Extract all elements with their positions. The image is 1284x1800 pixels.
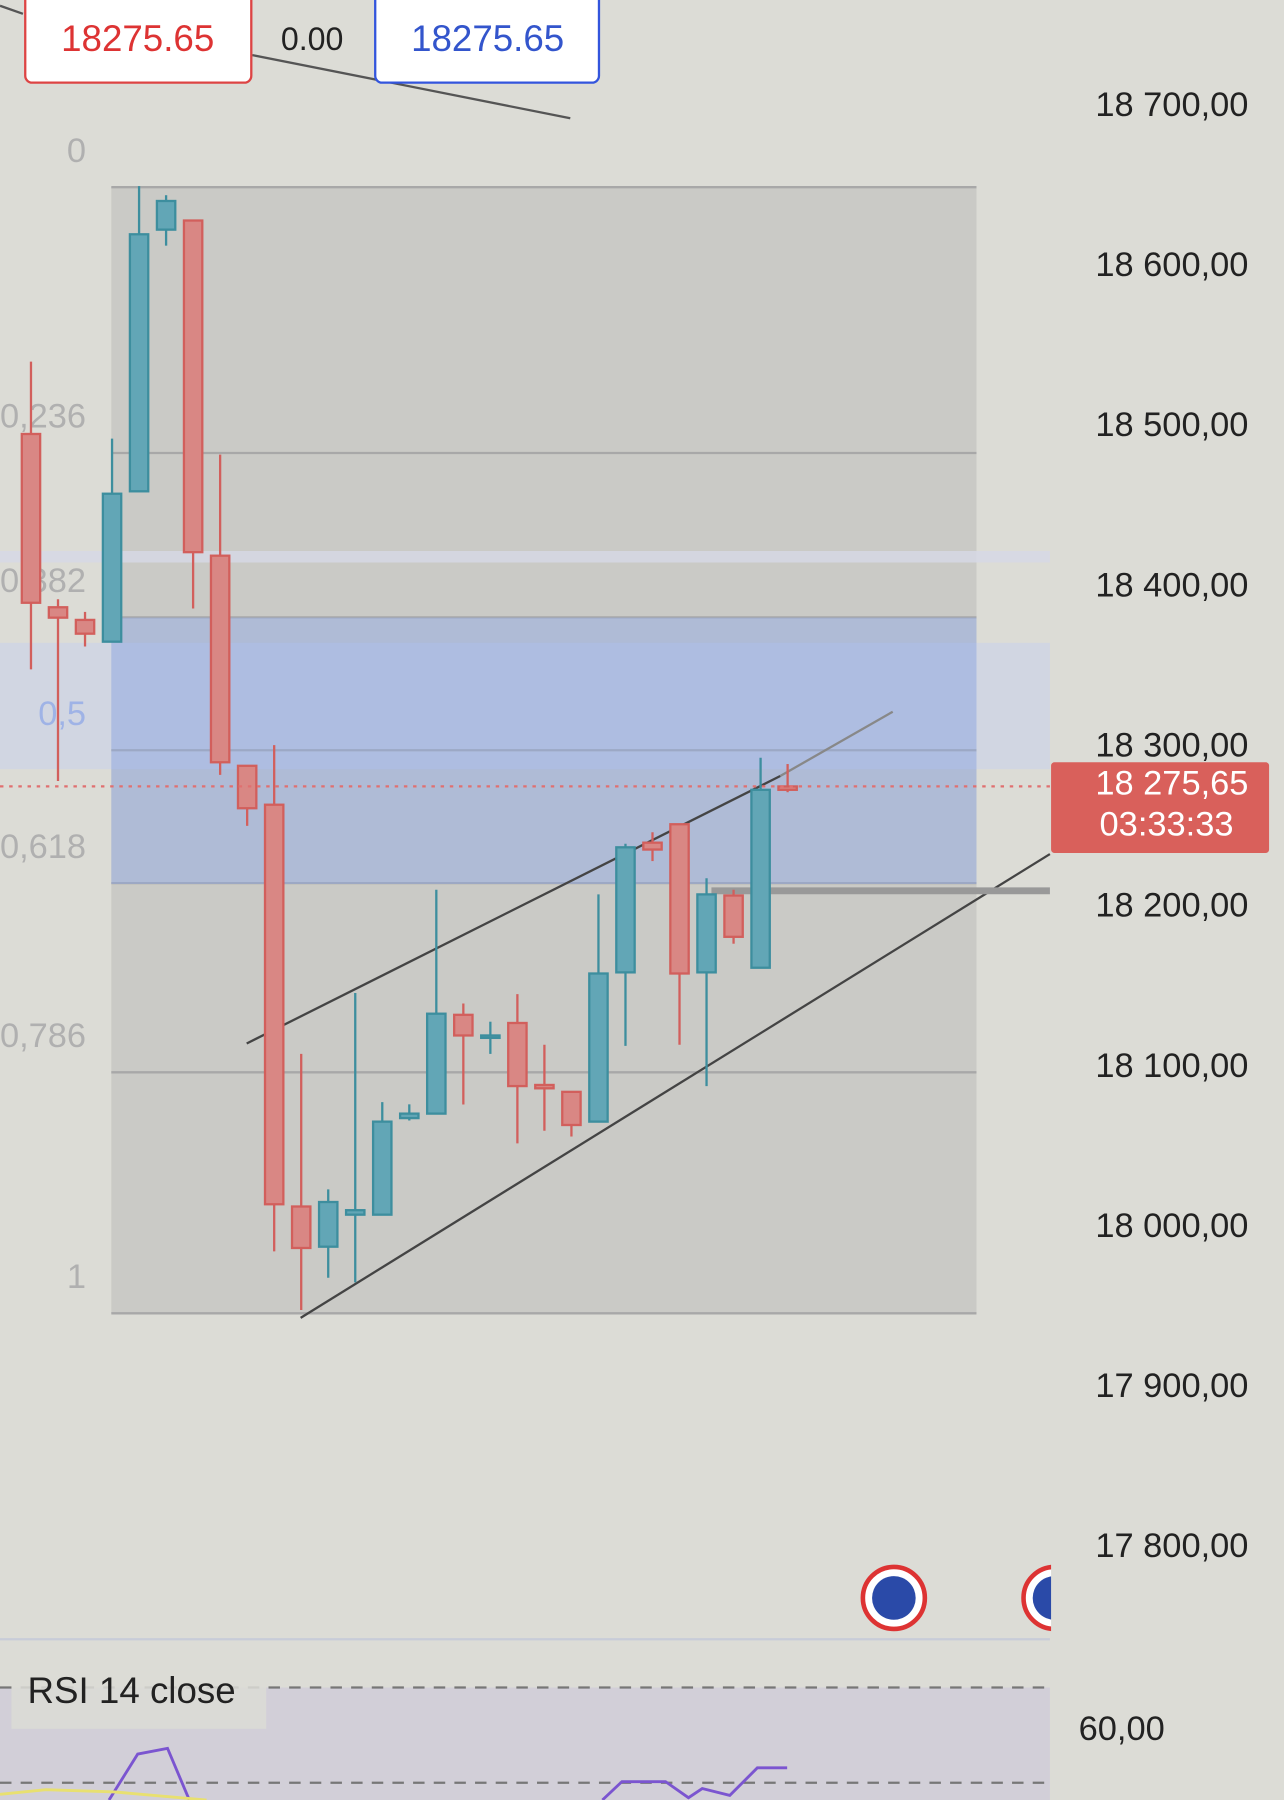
rsi-title-bg bbox=[11, 1662, 267, 1729]
channel-top-ext bbox=[779, 710, 894, 778]
y-tick-label: 17 800,00 bbox=[1095, 1527, 1248, 1565]
candle-body bbox=[20, 432, 42, 604]
candle-body bbox=[696, 893, 717, 974]
fib-label: 0 bbox=[67, 132, 86, 170]
bid-box[interactable] bbox=[24, 0, 253, 84]
candle-body bbox=[615, 846, 636, 974]
candle-body bbox=[182, 219, 204, 554]
ask-box[interactable] bbox=[374, 0, 601, 84]
countdown: 03:33:33 bbox=[1100, 806, 1234, 844]
candle-body bbox=[507, 1021, 528, 1088]
channel-bottom bbox=[300, 853, 1051, 1319]
candle-body bbox=[777, 785, 798, 791]
fib-label: 0,382 bbox=[0, 562, 86, 600]
spread: 0.00 bbox=[281, 21, 344, 57]
candle-body bbox=[750, 788, 771, 969]
channel-top bbox=[246, 774, 781, 1045]
candle-body bbox=[534, 1083, 555, 1090]
candle-body bbox=[425, 1012, 447, 1115]
candle-body bbox=[155, 199, 177, 231]
rsi-line bbox=[107, 1746, 191, 1800]
candle-body bbox=[101, 492, 123, 643]
zone-band bbox=[0, 642, 1050, 770]
candle-body bbox=[290, 1205, 312, 1250]
fib-label: 0,236 bbox=[0, 398, 86, 436]
axis-mask bbox=[1051, 1561, 1097, 1642]
y-tick-label: 18 300,00 bbox=[1095, 726, 1248, 764]
fib-layer: 0 0,236 0,382 0,5 0,618 0,786 1 bbox=[0, 132, 977, 1315]
eu-flag bbox=[872, 1576, 916, 1620]
price-axis: 18 700,00 18 600,00 18 500,00 18 400,00 18 3… bbox=[0, 86, 1270, 1565]
fib-label: 0,618 bbox=[0, 828, 86, 866]
candle-body bbox=[317, 1200, 339, 1248]
candle-body bbox=[236, 764, 258, 810]
candle-body bbox=[263, 803, 285, 1206]
candle-body bbox=[74, 618, 96, 635]
y-tick-label: 18 400,00 bbox=[1095, 566, 1248, 604]
ask-price: 18275.65 bbox=[411, 18, 564, 59]
candle-body bbox=[723, 894, 744, 938]
candle-body bbox=[47, 606, 69, 619]
rsi-title: RSI 14 close bbox=[28, 1670, 236, 1711]
fib-zone bbox=[111, 617, 977, 884]
last-price-box bbox=[1051, 762, 1270, 853]
candle-body bbox=[128, 233, 150, 493]
fib-label: 0,5 bbox=[38, 695, 86, 733]
y-tick-label: 17 900,00 bbox=[1095, 1367, 1248, 1405]
y-tick-label: 18 100,00 bbox=[1095, 1047, 1248, 1085]
rsi-line bbox=[601, 1766, 788, 1800]
y-tick-label: 18 600,00 bbox=[1095, 246, 1248, 284]
candle-body bbox=[588, 972, 609, 1123]
zone-strip bbox=[0, 551, 1050, 563]
candle-body bbox=[344, 1209, 366, 1216]
last-price-label: 18 275,65 bbox=[1095, 764, 1248, 802]
y-tick-label: 18 200,00 bbox=[1095, 887, 1248, 925]
candle-body bbox=[398, 1112, 420, 1120]
y-tick-label: 18 500,00 bbox=[1095, 406, 1248, 444]
y-tick-label: 18 700,00 bbox=[1095, 86, 1248, 124]
candle-body bbox=[371, 1120, 393, 1216]
trend-line bbox=[252, 53, 571, 120]
candle-body bbox=[480, 1034, 501, 1040]
bid-price: 18275.65 bbox=[61, 18, 214, 59]
candle-body bbox=[209, 554, 231, 764]
candle-body bbox=[453, 1013, 474, 1037]
event-icon[interactable] bbox=[860, 1564, 928, 1632]
rsi-tick-label: 60,00 bbox=[1079, 1710, 1165, 1748]
candles bbox=[20, 186, 798, 1310]
y-tick-label: 18 000,00 bbox=[1095, 1207, 1248, 1245]
fib-label: 1 bbox=[67, 1258, 86, 1296]
candle-body bbox=[669, 823, 690, 975]
candle-body bbox=[561, 1090, 582, 1127]
rsi-ma-line bbox=[0, 1788, 207, 1800]
trend-line bbox=[0, 4, 24, 15]
fib-label: 0,786 bbox=[0, 1017, 86, 1055]
candle-body bbox=[642, 841, 663, 851]
event-icon[interactable] bbox=[1021, 1561, 1097, 1642]
